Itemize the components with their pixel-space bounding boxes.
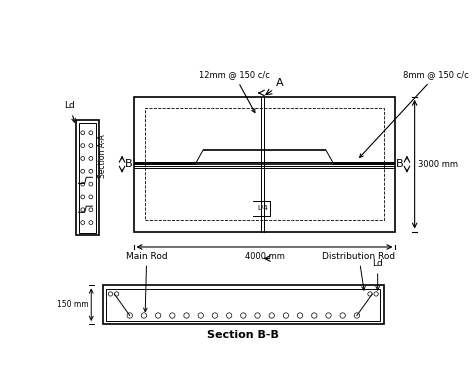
Bar	[76, 120, 99, 235]
Text: A: A	[276, 78, 283, 88]
Text: 4000 mm: 4000 mm	[245, 252, 284, 261]
Text: Ld: Ld	[64, 101, 75, 122]
Text: B: B	[396, 159, 404, 169]
Text: Section B-B: Section B-B	[207, 330, 279, 340]
Bar	[103, 285, 384, 324]
Text: 12mm @ 150 c/c: 12mm @ 150 c/c	[199, 70, 270, 113]
Text: 8mm @ 150 c/c: 8mm @ 150 c/c	[360, 70, 469, 158]
Text: 3000 mm: 3000 mm	[419, 160, 458, 169]
Text: B: B	[125, 159, 133, 169]
Bar	[106, 289, 380, 320]
Bar	[134, 97, 395, 231]
Text: Section A-A: Section A-A	[98, 134, 107, 178]
Bar	[145, 108, 384, 220]
Text: Ld: Ld	[372, 259, 383, 290]
Text: Distribution Rod: Distribution Rod	[322, 251, 395, 290]
Text: 150 mm: 150 mm	[57, 300, 89, 309]
Text: Main Rod: Main Rod	[126, 251, 167, 312]
Text: L/4: L/4	[257, 205, 268, 211]
Bar	[79, 123, 96, 233]
